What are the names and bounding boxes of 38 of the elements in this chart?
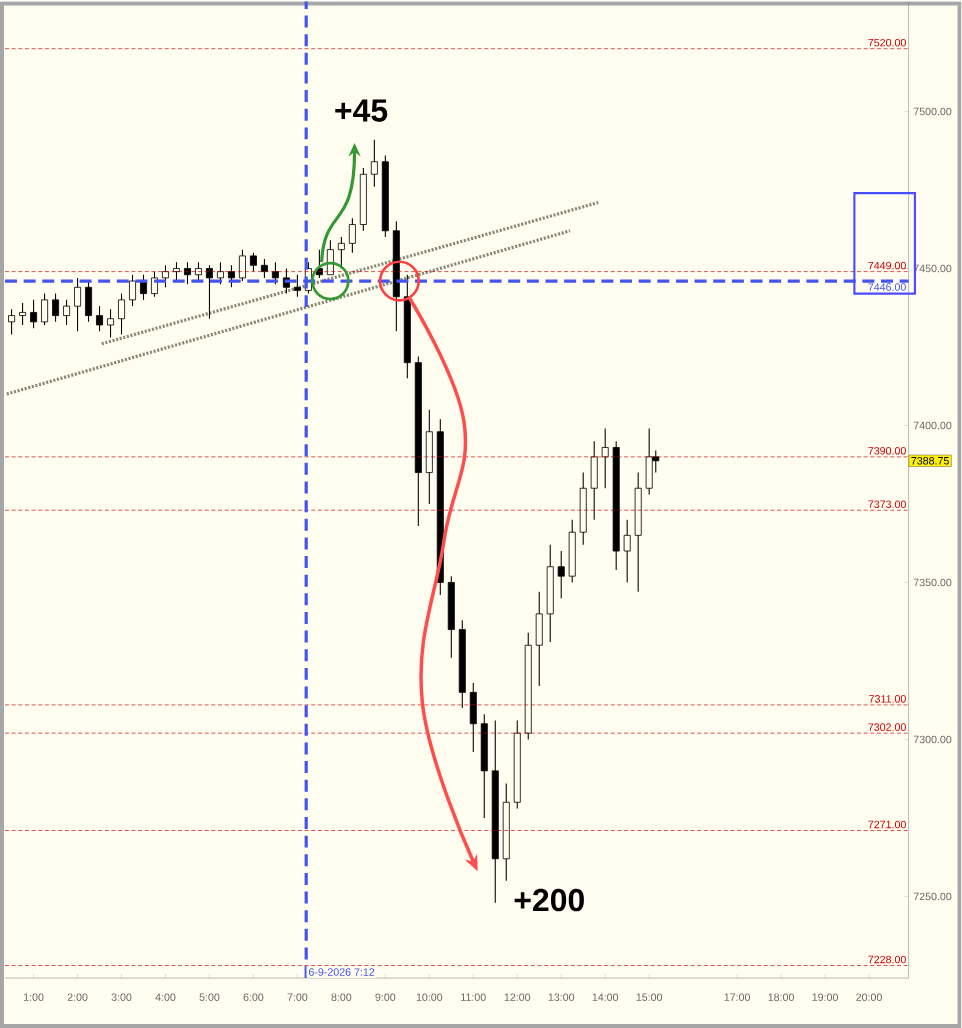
ref-line-label: 7271.00	[868, 820, 907, 829]
x-tick-label: 10:00	[417, 993, 443, 1001]
y-tick-label: 7450.00	[914, 264, 952, 273]
y-tick-label: 7500.00	[914, 107, 952, 116]
ref-line-label: 7520.00	[868, 38, 907, 47]
x-tick-label: 12:00	[504, 993, 531, 1001]
text: 7388.75	[911, 457, 950, 465]
ref-line-label: 6-9-2026 7:12	[309, 968, 375, 976]
x-tick-label: 6:00	[243, 993, 264, 1001]
y-tick-label: 7350.00	[914, 578, 952, 587]
y-tick-label: 7250.00	[914, 892, 952, 901]
ref-line-label: 7449.00	[868, 261, 907, 270]
x-tick-label: 1:00	[24, 993, 44, 1001]
x-tick-label: 17:00	[724, 993, 751, 1001]
ref-line-label: 7302.00	[868, 723, 907, 731]
x-tick-label: 20:00	[856, 993, 883, 1001]
x-tick-label: 15:00	[636, 993, 663, 1001]
y-tick-label: 7400.00	[914, 421, 952, 430]
x-tick-label: 4:00	[155, 993, 176, 1001]
annotation: +45	[335, 99, 388, 122]
x-tick-label: 19:00	[812, 993, 839, 1001]
x-tick-label: 14:00	[592, 993, 619, 1001]
ref-line-label: 7228.00	[868, 955, 907, 964]
y-tick-label: 7300.00	[914, 735, 952, 744]
x-tick-label: 18:00	[768, 993, 795, 1001]
x-tick-label: 2:00	[67, 993, 88, 1001]
x-tick-label: 7:00	[287, 993, 308, 1001]
ref-line-label: 7373.00	[868, 500, 907, 508]
ref-line-label: 7311.00	[869, 695, 907, 703]
ref-line-label: 7446.00	[868, 283, 907, 291]
x-tick-label: 8:00	[331, 993, 352, 1001]
x-tick-label: 9:00	[375, 993, 396, 1001]
annotation: +200	[514, 888, 585, 912]
x-tick-label: 3:00	[111, 993, 132, 1001]
x-tick-label: 5:00	[199, 993, 220, 1001]
x-tick-label: 13:00	[548, 993, 575, 1001]
ref-line-label: 7390.00	[868, 447, 907, 455]
x-tick-label: 11:00	[461, 993, 487, 1001]
